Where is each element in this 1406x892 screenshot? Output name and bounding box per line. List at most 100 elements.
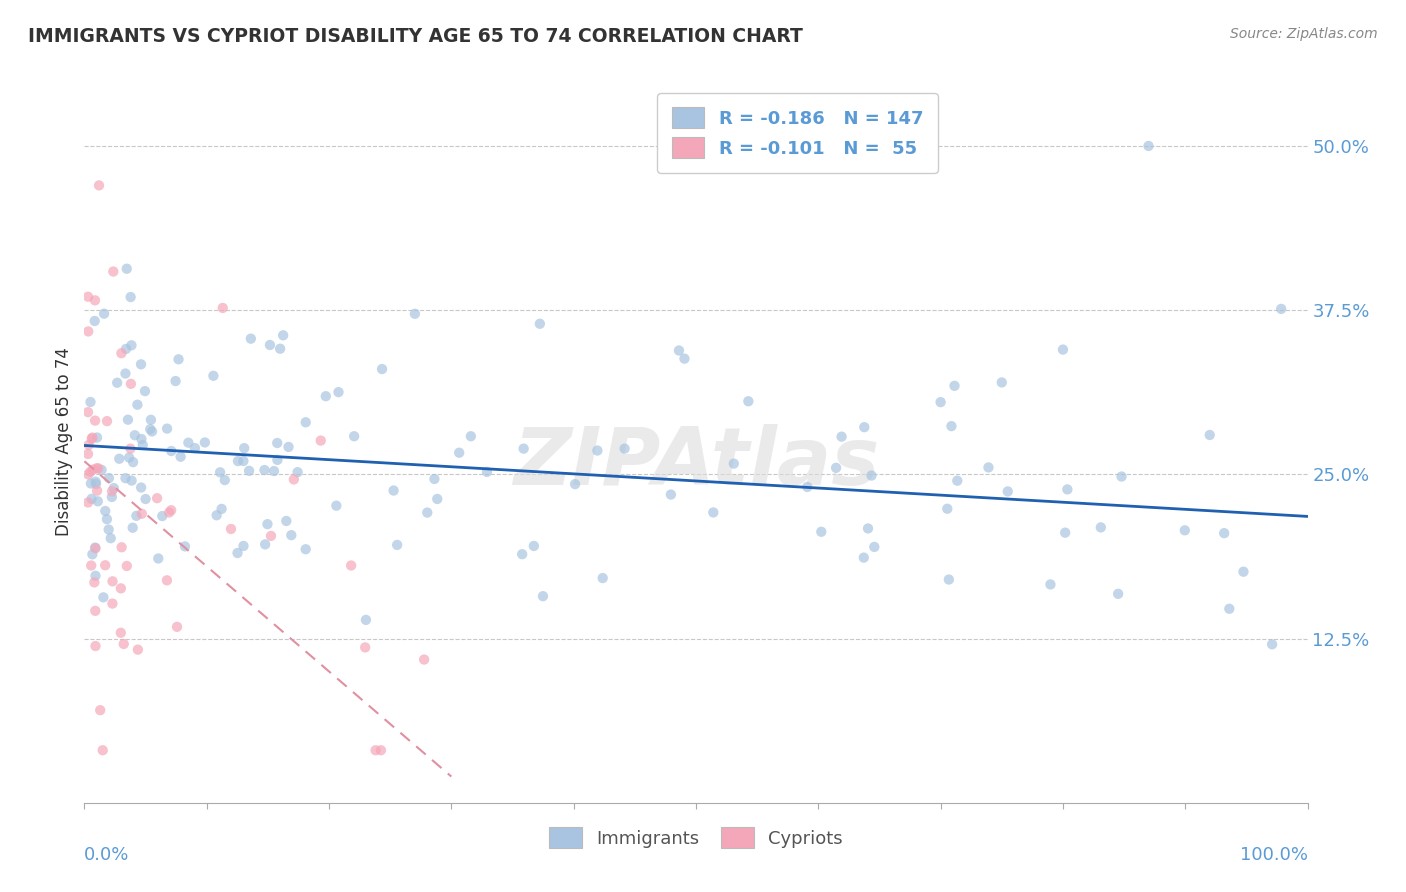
Point bbox=[84, 477, 107, 491]
Point bbox=[211, 502, 233, 516]
Point bbox=[77, 325, 100, 339]
Point bbox=[132, 438, 155, 452]
Point bbox=[413, 652, 436, 666]
Point bbox=[254, 537, 277, 551]
Point bbox=[354, 640, 377, 655]
Point bbox=[382, 483, 405, 498]
Point bbox=[232, 539, 254, 553]
Point bbox=[1261, 637, 1284, 651]
Point bbox=[115, 342, 138, 356]
Point bbox=[283, 472, 305, 486]
Point bbox=[77, 495, 100, 509]
Point bbox=[205, 508, 228, 523]
Point bbox=[134, 384, 156, 398]
Point bbox=[84, 541, 107, 555]
Point bbox=[139, 413, 162, 427]
Point bbox=[121, 521, 143, 535]
Point bbox=[121, 338, 143, 352]
Point bbox=[531, 589, 554, 603]
Point bbox=[825, 460, 848, 475]
Point bbox=[277, 440, 299, 454]
Point bbox=[796, 480, 818, 494]
Point bbox=[214, 473, 236, 487]
Point bbox=[103, 481, 125, 495]
Point bbox=[941, 419, 963, 434]
Point bbox=[1107, 587, 1129, 601]
Point bbox=[460, 429, 482, 443]
Point bbox=[105, 376, 128, 390]
Point bbox=[77, 447, 100, 461]
Point bbox=[1054, 525, 1077, 540]
Point bbox=[166, 620, 188, 634]
Point bbox=[115, 558, 138, 573]
Point bbox=[852, 550, 875, 565]
Point bbox=[79, 465, 101, 479]
Point bbox=[280, 528, 302, 542]
Point bbox=[84, 604, 107, 618]
Point bbox=[79, 395, 101, 409]
Point bbox=[124, 428, 146, 442]
Point bbox=[101, 574, 124, 589]
Point bbox=[370, 743, 392, 757]
Point bbox=[423, 472, 446, 486]
Point bbox=[184, 441, 207, 455]
Point bbox=[564, 477, 586, 491]
Point bbox=[156, 421, 179, 435]
Point bbox=[120, 290, 142, 304]
Point bbox=[110, 582, 132, 596]
Point bbox=[160, 503, 183, 517]
Point bbox=[340, 558, 363, 573]
Point bbox=[101, 597, 124, 611]
Point bbox=[93, 591, 115, 605]
Point bbox=[115, 261, 138, 276]
Point bbox=[80, 476, 103, 491]
Text: Source: ZipAtlas.com: Source: ZipAtlas.com bbox=[1230, 27, 1378, 41]
Point bbox=[260, 529, 283, 543]
Point bbox=[114, 471, 136, 485]
Point bbox=[233, 441, 256, 455]
Point bbox=[110, 346, 132, 360]
Point bbox=[1270, 301, 1292, 316]
Point bbox=[404, 307, 426, 321]
Point bbox=[139, 422, 162, 436]
Point bbox=[165, 374, 187, 388]
Point bbox=[510, 547, 533, 561]
Point bbox=[416, 506, 439, 520]
Point bbox=[80, 432, 103, 446]
Point bbox=[108, 451, 131, 466]
Point bbox=[86, 483, 108, 498]
Point bbox=[194, 435, 217, 450]
Point bbox=[84, 568, 107, 582]
Point bbox=[315, 389, 337, 403]
Point bbox=[127, 398, 149, 412]
Point bbox=[84, 293, 107, 308]
Point bbox=[831, 430, 853, 444]
Point bbox=[77, 438, 100, 452]
Point bbox=[94, 558, 117, 573]
Point bbox=[856, 521, 879, 535]
Point bbox=[77, 405, 100, 419]
Point bbox=[737, 394, 759, 409]
Point bbox=[77, 467, 100, 482]
Point bbox=[943, 379, 966, 393]
Text: 0.0%: 0.0% bbox=[84, 847, 129, 864]
Point bbox=[592, 571, 614, 585]
Point bbox=[120, 376, 142, 391]
Point bbox=[449, 446, 471, 460]
Point bbox=[84, 475, 107, 489]
Point bbox=[77, 290, 100, 304]
Point bbox=[101, 484, 124, 499]
Point bbox=[160, 444, 183, 458]
Point bbox=[309, 434, 332, 448]
Point bbox=[863, 540, 886, 554]
Point bbox=[125, 508, 148, 523]
Point bbox=[86, 461, 108, 475]
Point bbox=[120, 442, 142, 456]
Point bbox=[157, 506, 180, 520]
Point bbox=[110, 625, 132, 640]
Point bbox=[668, 343, 690, 358]
Point bbox=[512, 442, 534, 456]
Point bbox=[146, 491, 169, 506]
Point bbox=[586, 443, 609, 458]
Point bbox=[938, 573, 960, 587]
